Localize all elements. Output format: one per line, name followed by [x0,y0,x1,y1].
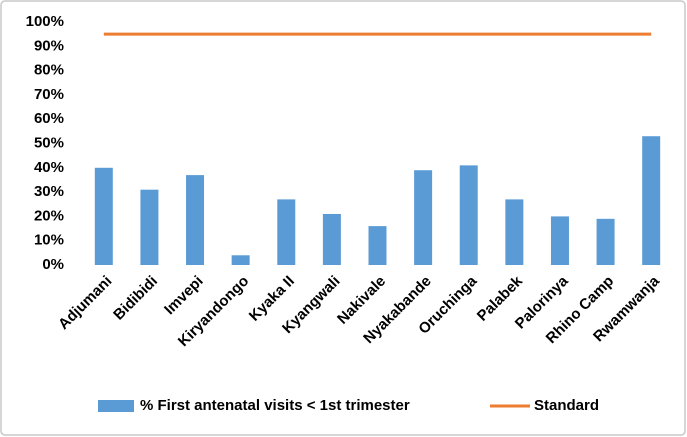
bar [140,189,159,265]
legend-swatch [98,400,134,412]
y-tick-label: 80% [34,62,64,79]
y-tick-label: 70% [34,86,64,103]
legend-label: Standard [534,397,599,414]
bar [550,216,569,265]
bar [322,213,341,265]
bar [231,255,250,265]
legend-label: % First antenatal visits < 1st trimester [140,397,410,414]
bar [596,218,615,265]
y-tick-label: 10% [34,232,64,249]
bar [459,165,478,265]
y-tick-label: 0% [42,256,64,273]
bar [505,199,524,265]
bar [642,136,661,265]
y-tick-label: 100% [26,13,64,30]
bar [277,199,296,265]
y-tick-label: 40% [34,159,64,176]
bar [94,167,113,265]
y-tick-label: 50% [34,134,64,151]
y-tick-label: 60% [34,110,64,127]
y-tick-label: 20% [34,207,64,224]
y-tick-label: 30% [34,183,64,200]
bar [186,175,205,265]
bar [368,226,387,265]
bar [414,170,433,265]
y-tick-label: 90% [34,37,64,54]
